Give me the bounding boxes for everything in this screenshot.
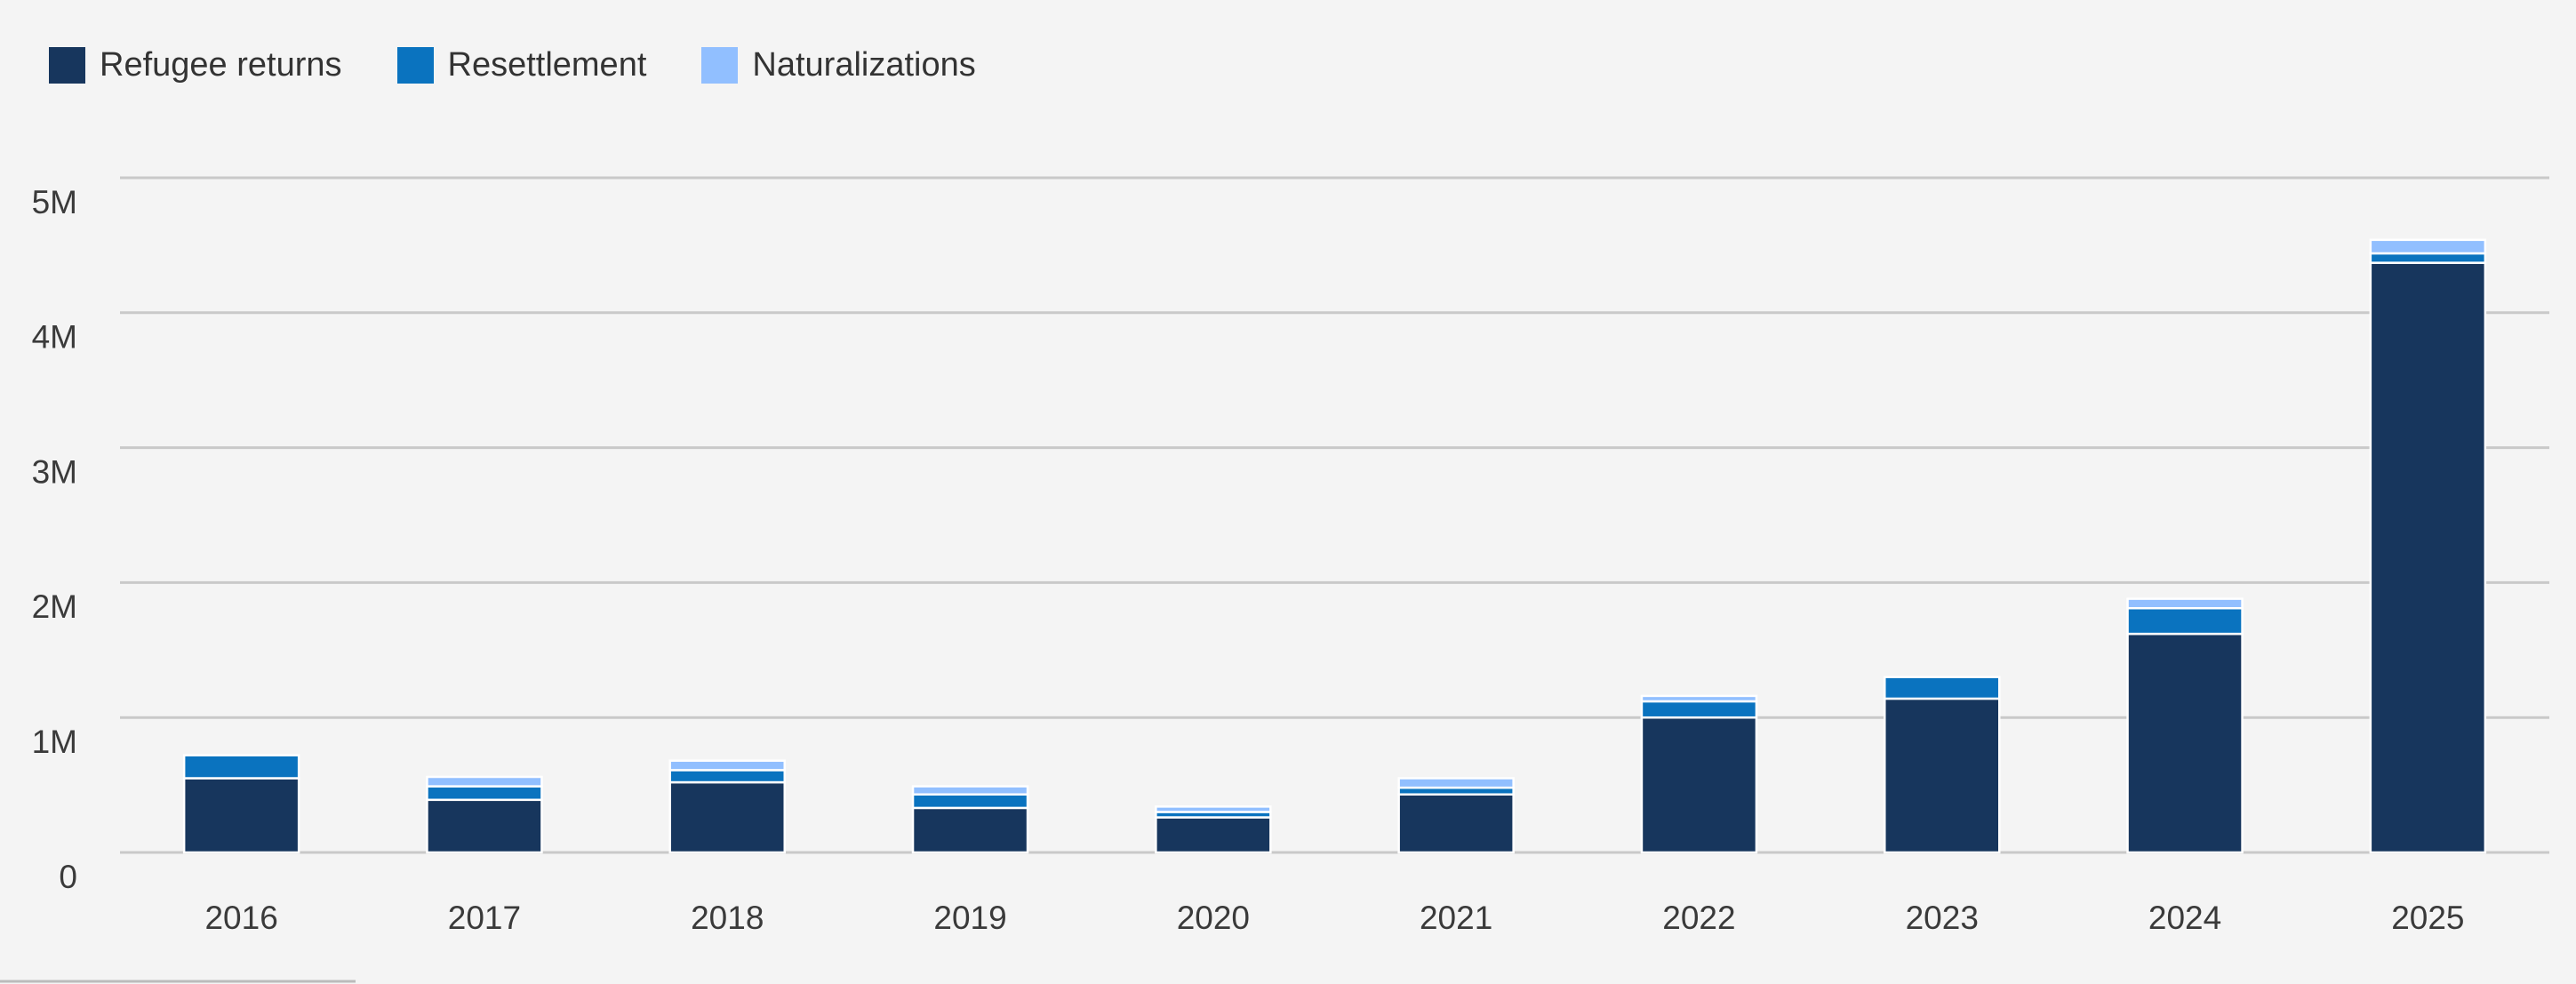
bar-segment (2126, 632, 2244, 854)
legend-item: Resettlement (396, 46, 647, 84)
x-tick-label: 2021 (1420, 900, 1492, 936)
bar-segment (1884, 697, 2001, 854)
y-tick-label: 5M (32, 184, 77, 220)
bar-segment (2369, 261, 2487, 854)
bar-segment (1640, 700, 1758, 719)
legend-swatch (701, 47, 739, 84)
legend-label: Resettlement (447, 46, 647, 84)
bar-segment (668, 769, 786, 784)
bar-segment (426, 798, 543, 854)
legend-label: Naturalizations (752, 46, 976, 84)
bar-segment (911, 785, 1029, 796)
legend-swatch (49, 47, 85, 84)
bar-segment (668, 780, 786, 854)
bar-segment (426, 785, 543, 802)
bar-segment (426, 775, 543, 788)
bar-segment (2369, 252, 2487, 264)
legend-item: Refugee returns (49, 46, 342, 84)
bar-segment (182, 777, 300, 854)
bar-segment (1155, 805, 1272, 813)
bar-segment (1884, 676, 2001, 700)
x-tick-label: 2022 (1662, 900, 1735, 936)
y-tick-label: 0 (59, 859, 77, 895)
x-tick-label: 2025 (2391, 900, 2464, 936)
y-tick-label: 2M (32, 588, 77, 625)
bar-segment (1397, 793, 1515, 854)
bar-segment (668, 759, 786, 772)
x-tick-label: 2016 (204, 900, 277, 936)
bar-segment (2126, 597, 2244, 610)
y-tick-label: 4M (32, 319, 77, 356)
legend-item: Naturalizations (701, 46, 976, 84)
x-tick-label: 2019 (933, 900, 1006, 936)
bar-segment (911, 793, 1029, 810)
bar-segment (1397, 777, 1515, 789)
bar-segment (911, 806, 1029, 854)
bar-segment (1640, 694, 1758, 703)
bar-segment (2369, 238, 2487, 255)
y-tick-label: 3M (32, 453, 77, 490)
bar-segment (182, 754, 300, 780)
legend-swatch (396, 47, 434, 84)
bar-segment (1640, 716, 1758, 854)
legend: Refugee returns Resettlement Naturalizatio… (49, 46, 976, 84)
legend-label: Refugee returns (100, 46, 342, 84)
x-tick-label: 2017 (448, 900, 521, 936)
x-tick-label: 2018 (691, 900, 764, 936)
x-tick-label: 2020 (1177, 900, 1250, 936)
bar-segment (2126, 606, 2244, 636)
x-tick-label: 2024 (2148, 900, 2221, 936)
y-tick-label: 1M (32, 724, 77, 760)
bar-segment (1155, 816, 1272, 854)
x-tick-label: 2023 (1906, 900, 1979, 936)
